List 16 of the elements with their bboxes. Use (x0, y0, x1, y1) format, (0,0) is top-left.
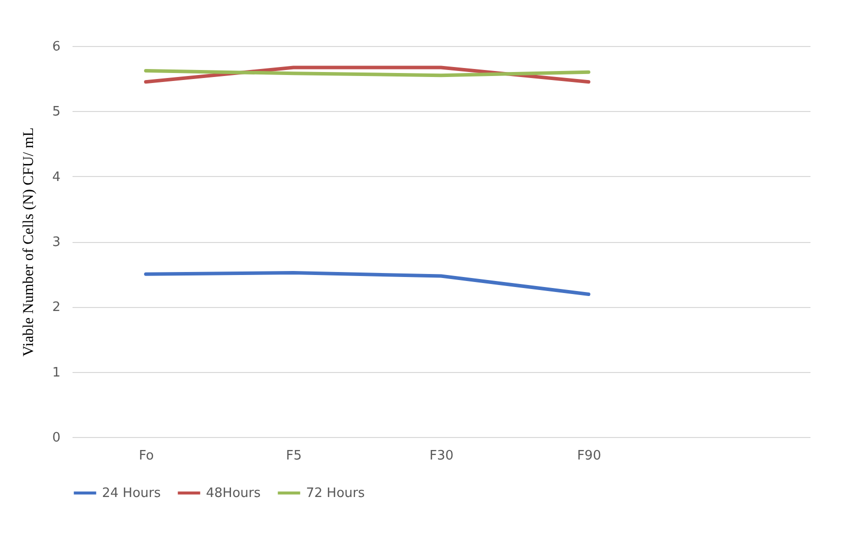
y-tick-label: 4 (52, 170, 60, 185)
x-tick-label: F5 (286, 448, 302, 464)
legend-label: 72 Hours (306, 486, 365, 501)
y-tick-label: 1 (52, 365, 60, 380)
y-tick-label: 2 (52, 300, 60, 316)
y-tick-label: 3 (52, 235, 60, 250)
x-tick-label: F30 (429, 448, 454, 464)
line-series (144, 271, 590, 296)
y-tick-label: 6 (52, 40, 60, 54)
x-tick-label: F90 (577, 448, 602, 464)
y-tick-label: 0 (52, 430, 60, 446)
y-axis-title: Viable Number of Cells (N) CFU/ mL (21, 127, 38, 357)
x-tick-label: Fo (138, 448, 154, 464)
legend-label: 48Hours (206, 486, 261, 501)
legend-label: 24 Hours (102, 486, 161, 501)
y-tick-label: 5 (52, 104, 60, 120)
